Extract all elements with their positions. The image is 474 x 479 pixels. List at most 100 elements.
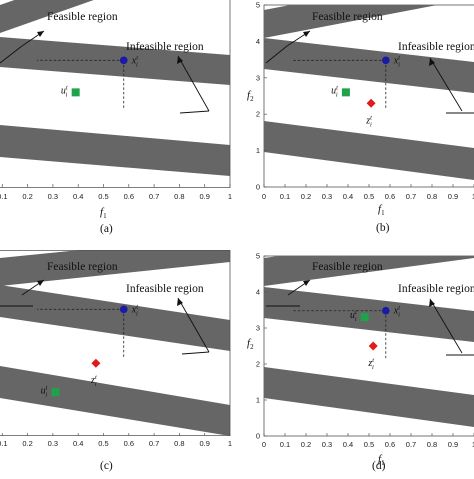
panel-a: 0.1 0.2 0.3 0.4 0.5 0.6 0.7 0.8 0.9 1 Feasible re… <box>0 0 232 235</box>
feasible-annotation-d: Feasible region <box>266 261 383 307</box>
infeasible-band-bottom <box>264 121 474 180</box>
x-tick-label: 0 <box>262 440 266 449</box>
feasible-leader <box>0 45 23 64</box>
infeasible-label: Infeasible region <box>126 41 204 53</box>
z-point <box>368 341 378 351</box>
x-tick-label: 0.6 <box>124 192 134 201</box>
z-point-label: zt i <box>90 374 97 388</box>
xlabel-b: f1 <box>378 203 385 217</box>
y-tick-label: 1 <box>256 396 260 405</box>
infeasible-band-top <box>0 0 94 33</box>
x-tick-label: 1 <box>472 440 474 449</box>
infeasible-leader <box>181 351 210 355</box>
x-point-label: xt i <box>131 303 138 317</box>
caption-d: (d) <box>372 460 386 472</box>
z-point <box>91 358 101 368</box>
feasible-label: Feasible region <box>47 11 118 23</box>
y-tick-label: 4 <box>256 288 260 297</box>
y-tick-label: 3 <box>256 324 260 333</box>
x-tick-label: 0.7 <box>149 192 159 201</box>
y-tick-label: 2 <box>256 110 260 119</box>
infeasible-band-top <box>0 250 230 286</box>
u-point <box>51 388 60 397</box>
x-tick-label: 0.2 <box>22 439 32 448</box>
infeasible-annotation-d: Infeasible region <box>398 283 474 356</box>
infeasible-annotation-b: Infeasible region <box>398 41 474 114</box>
feasible-label: Feasible region <box>312 261 383 273</box>
infeasible-arrow <box>429 57 463 112</box>
y-tick-label: 1 <box>256 146 260 155</box>
feasible-leader <box>265 45 288 64</box>
x-tick-label: 0.3 <box>322 192 332 201</box>
infeasible-arrow <box>177 55 210 112</box>
panel-c-x-ticks: 0.1 0.2 0.3 0.4 0.5 0.6 0.7 0.8 0.9 1 <box>0 433 232 448</box>
ylabel-d: f2 <box>247 337 254 351</box>
u-point <box>341 88 350 97</box>
infeasible-label: Infeasible region <box>398 283 474 295</box>
z-point-label: zt i <box>365 114 372 128</box>
feasible-annotation-c: Feasible region <box>0 261 118 307</box>
x-tick-label: 0.4 <box>343 440 353 449</box>
feasible-annotation-a: Feasible region <box>0 11 118 64</box>
x-tick-label: 0.5 <box>364 192 374 201</box>
x-point-label: xt i <box>393 54 400 68</box>
feasible-label: Feasible region <box>312 11 383 23</box>
x-tick-label: 0.6 <box>385 192 395 201</box>
x-point <box>382 306 390 315</box>
infeasible-band-middle <box>264 287 474 342</box>
x-tick-label: 0.1 <box>280 192 290 201</box>
panel-d-bands <box>264 256 474 427</box>
infeasible-label: Infeasible region <box>398 41 474 53</box>
panel-c-points: xt i ut i zt i <box>37 303 138 398</box>
feasible-label: Feasible region <box>47 261 118 273</box>
x-tick-label: 0.1 <box>280 440 290 449</box>
caption-d-wrap: (d) <box>372 459 385 474</box>
x-tick-label: 0.8 <box>427 440 437 449</box>
x-tick-label: 0.8 <box>174 192 184 201</box>
panel-c: 0.1 0.2 0.3 0.4 0.5 0.6 0.7 0.8 0.9 1 Feasible re… <box>0 250 232 472</box>
infeasible-arrow-head <box>177 298 183 306</box>
x-point <box>119 56 128 65</box>
infeasible-band-top <box>264 256 474 286</box>
x-tick-label: 0.5 <box>364 440 374 449</box>
u-point-label: ut i <box>331 84 338 98</box>
x-tick-label: 0.2 <box>301 192 311 201</box>
ylabel-b: f2 <box>247 89 254 103</box>
y-tick-label: 0 <box>256 183 260 192</box>
infeasible-arrow-head <box>429 58 435 66</box>
panel-b-points: xt i ut i zt i <box>293 54 400 128</box>
y-tick-label: 5 <box>256 252 260 261</box>
u-point <box>360 313 369 322</box>
infeasible-band-bottom <box>0 366 230 436</box>
x-tick-label: 1 <box>228 192 232 201</box>
panel-b-y-ticks: 0 1 2 3 4 5 <box>256 1 267 192</box>
x-tick-label: 0.9 <box>448 440 458 449</box>
x-tick-label: 0.4 <box>73 439 83 448</box>
infeasible-label: Infeasible region <box>126 283 204 295</box>
y-tick-label: 4 <box>256 37 260 46</box>
infeasible-band-middle <box>0 285 230 351</box>
infeasible-arrow-head <box>429 299 435 307</box>
y-tick-label: 3 <box>256 73 260 82</box>
x-tick-label: 0.7 <box>149 439 159 448</box>
x-tick-label: 0.3 <box>322 440 332 449</box>
x-point <box>119 305 128 314</box>
x-tick-label: 0.7 <box>406 440 416 449</box>
infeasible-band-bottom <box>0 125 230 176</box>
xlabel-d: f1 <box>378 453 385 467</box>
feasible-arrow-head <box>37 280 44 286</box>
infeasible-arrow <box>429 298 463 354</box>
panel-a-x-ticks: 0.1 0.2 0.3 0.4 0.5 0.6 0.7 0.8 0.9 1 <box>0 184 232 201</box>
feasible-arrow-head <box>37 31 44 37</box>
x-tick-label: 0.9 <box>448 192 458 201</box>
infeasible-band-bottom <box>264 367 474 427</box>
u-point-label: ut i <box>350 309 357 323</box>
caption-a: (a) <box>100 223 113 235</box>
panel-a-points: xt i ut i <box>37 54 138 109</box>
x-tick-label: 0.9 <box>199 439 209 448</box>
infeasible-arrow <box>177 297 210 353</box>
z-point <box>366 98 376 108</box>
feasible-arrow-head <box>303 31 310 37</box>
